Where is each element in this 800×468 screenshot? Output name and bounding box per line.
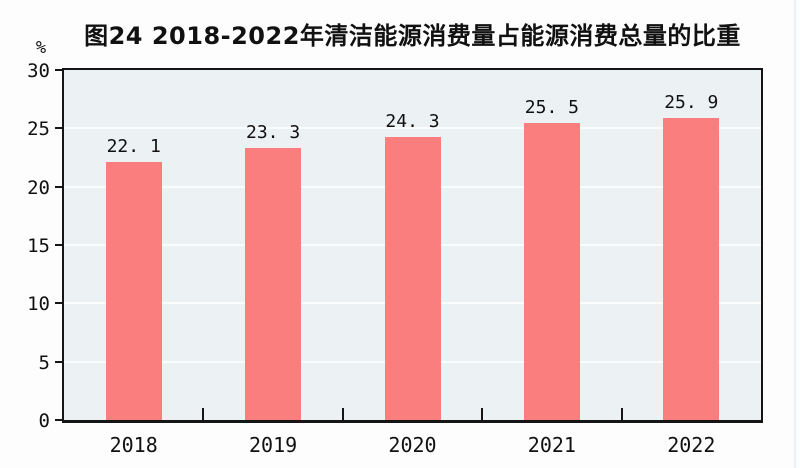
y-axis-unit-label: %: [35, 38, 47, 58]
bar-value-label: 22. 1: [106, 136, 161, 158]
y-tick: [55, 69, 62, 71]
y-tick-label: 5: [38, 351, 50, 374]
x-category-label: 2022: [667, 433, 716, 457]
bar: [105, 162, 162, 420]
bar: [245, 148, 302, 420]
bar-value-label: 24. 3: [385, 110, 440, 132]
bar: [523, 122, 580, 420]
bar-value-label: 25. 5: [524, 96, 579, 118]
y-tick: [55, 127, 62, 130]
chart-title: 图24 2018-2022年清洁能源消费量占能源消费总量的比重: [84, 22, 741, 50]
y-tick-label: 15: [27, 235, 50, 257]
x-tick: [202, 408, 205, 420]
bar-value-label: 23. 3: [246, 122, 301, 144]
x-tick: [481, 408, 484, 420]
y-tick-label: 10: [27, 293, 50, 316]
bar-value-label: 25. 9: [664, 91, 719, 113]
y-tick: [55, 185, 62, 188]
y-tick-label: 0: [38, 410, 50, 432]
x-tick: [341, 408, 344, 420]
x-category-label: 2019: [249, 433, 298, 457]
x-category-label: 2020: [388, 433, 437, 457]
y-tick-label: 25: [27, 118, 50, 141]
x-tick: [620, 408, 623, 420]
x-category-label: 2021: [527, 433, 576, 457]
y-tick: [55, 302, 62, 305]
y-tick-label: 20: [27, 176, 50, 199]
gridline: [64, 127, 761, 130]
y-tick: [55, 244, 62, 246]
plot-area: 0 5 10 15 20 25 30 22. 1 2018 23. 3 2019 24. 3 2020 2…: [27, 60, 763, 457]
page-edge-line: [794, 0, 796, 468]
y-tick: [55, 419, 62, 421]
bar: [384, 136, 441, 420]
x-category-label: 2018: [109, 433, 158, 457]
bar: [663, 117, 720, 420]
y-tick: [55, 360, 62, 363]
y-tick-label: 30: [27, 60, 50, 82]
